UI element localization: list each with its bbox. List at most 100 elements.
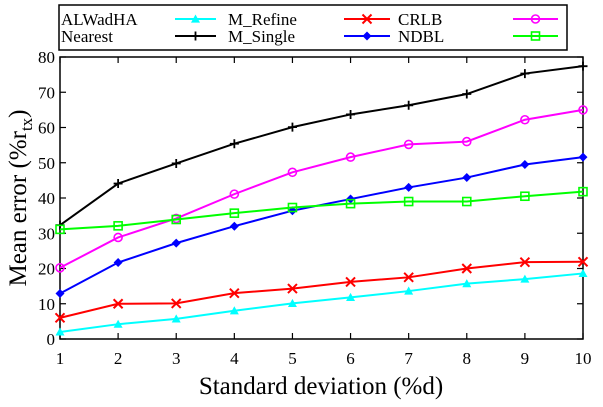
- data-point-m-single: [171, 158, 181, 168]
- x-tick-label: 10: [575, 349, 592, 368]
- y-tick-label: 30: [38, 224, 55, 243]
- legend-swatch-nearest: [513, 31, 558, 41]
- data-point-ndbl: [171, 238, 181, 248]
- legend-marker-nearest: [530, 31, 541, 41]
- series-line-m-single: [59, 65, 584, 226]
- legend-swatch-m-refine: [175, 14, 216, 23]
- y-axis-title-subscript: tx: [17, 117, 36, 131]
- legend-swatch-alwadha: [513, 14, 558, 24]
- data-point-m-refine: [578, 268, 588, 278]
- axes: 1 2 3 4 5 6 7 8 9 10 0 10 20 30 40 50 60 70 80: [38, 48, 592, 368]
- x-tick-label: 2: [114, 349, 123, 368]
- data-point-crlb: [171, 298, 182, 309]
- data-point-crlb: [229, 287, 240, 299]
- data-point-m-refine: [287, 298, 297, 307]
- x-tick-label: 1: [56, 349, 65, 368]
- series-line-crlb: [59, 260, 584, 319]
- y-axis-title-close: ): [5, 109, 32, 117]
- data-point-ndbl: [229, 221, 239, 231]
- series-layer: [54, 61, 589, 336]
- data-point-m-single: [462, 89, 472, 99]
- legend-marker-crlb: [361, 13, 373, 25]
- data-point-alwadha: [520, 114, 530, 125]
- series-line-nearest: [59, 190, 584, 231]
- data-point-ndbl: [55, 289, 65, 299]
- legend-marker-m-single: [191, 31, 200, 41]
- x-tick-label: 8: [463, 349, 472, 368]
- x-tick-label: 9: [521, 349, 530, 368]
- data-point-crlb: [287, 283, 298, 294]
- data-point-nearest: [171, 214, 182, 225]
- y-tick-label: 60: [38, 119, 55, 138]
- y-tick-label: 0: [47, 330, 56, 349]
- legend-label-alwadha: ALWadHA: [61, 10, 138, 29]
- data-point-nearest: [578, 186, 588, 197]
- data-point-alwadha: [461, 136, 472, 147]
- data-point-ndbl: [404, 182, 414, 192]
- y-tick-label: 70: [38, 83, 55, 102]
- data-point-m-refine: [346, 292, 356, 302]
- x-axis-title: Standard deviation (%d): [199, 373, 443, 400]
- data-point-nearest: [113, 221, 123, 231]
- data-point-nearest: [403, 196, 414, 207]
- data-point-m-single: [520, 69, 530, 79]
- data-point-m-refine: [171, 314, 181, 323]
- data-point-crlb: [519, 256, 531, 268]
- x-tick-label: 6: [346, 349, 355, 368]
- series-line-alwadha: [59, 108, 584, 269]
- data-point-alwadha: [287, 167, 298, 178]
- legend-swatch-crlb: [344, 13, 390, 25]
- legend-marker-ndbl: [362, 31, 372, 41]
- data-point-crlb: [461, 263, 472, 274]
- data-point-m-refine: [520, 274, 530, 283]
- data-point-ndbl: [113, 258, 123, 268]
- data-point-alwadha: [55, 262, 65, 273]
- data-point-alwadha: [403, 139, 414, 150]
- series-alwadha: [55, 105, 588, 273]
- x-tick-label: 4: [230, 349, 239, 368]
- legend-swatch-ndbl: [344, 31, 390, 41]
- data-point-m-single: [404, 100, 414, 110]
- data-point-crlb: [577, 256, 589, 268]
- data-point-nearest: [287, 202, 298, 213]
- y-tick-label: 80: [38, 48, 55, 67]
- legend-label-nearest: Nearest: [61, 27, 113, 46]
- series-line-m-refine: [59, 272, 584, 333]
- data-point-ndbl: [462, 173, 472, 183]
- data-point-nearest: [55, 224, 65, 235]
- data-point-m-single: [229, 139, 239, 149]
- y-tick-label: 20: [38, 260, 55, 279]
- legend-label-ndbl: NDBL: [398, 27, 444, 46]
- data-point-ndbl: [578, 152, 588, 162]
- y-axis-title: Mean error (%rtx): [5, 109, 36, 286]
- data-point-crlb: [345, 276, 356, 288]
- y-tick-label: 50: [38, 154, 55, 173]
- data-point-m-refine: [229, 306, 239, 315]
- data-point-m-single: [113, 179, 123, 189]
- data-point-nearest: [461, 196, 472, 207]
- data-point-nearest: [520, 191, 530, 202]
- data-point-alwadha: [229, 189, 240, 199]
- data-point-crlb: [54, 312, 66, 324]
- series-m-refine: [55, 268, 588, 336]
- legend-label-crlb: CRLB: [398, 10, 442, 29]
- data-point-m-refine: [462, 279, 472, 288]
- legend-label-m-single: M_Single: [228, 27, 295, 46]
- legend-box: [58, 4, 568, 51]
- data-point-nearest: [229, 208, 240, 218]
- legend-marker-m-refine: [191, 14, 200, 23]
- data-point-nearest: [345, 198, 356, 209]
- data-point-crlb: [403, 272, 414, 283]
- data-point-alwadha: [345, 152, 356, 162]
- y-axis-title-main: Mean error (%r: [5, 130, 32, 286]
- data-point-ndbl: [520, 160, 530, 170]
- data-point-m-refine: [55, 327, 65, 336]
- data-point-m-refine: [113, 319, 123, 328]
- data-point-crlb: [112, 298, 124, 309]
- data-point-alwadha: [113, 232, 123, 243]
- y-tick-label: 10: [38, 295, 55, 314]
- data-point-m-refine: [404, 286, 414, 295]
- data-point-m-single: [287, 122, 297, 132]
- data-point-m-single: [578, 61, 588, 71]
